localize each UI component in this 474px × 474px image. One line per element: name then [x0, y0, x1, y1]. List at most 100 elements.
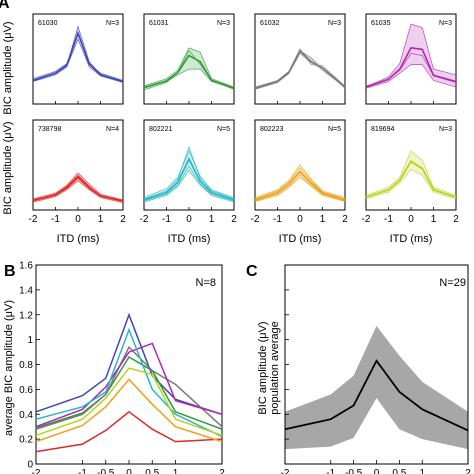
y-tick-label: 0.8	[19, 360, 33, 371]
panel-a: 61030 N=3 61031 N=3 61032 N=3 61035 N=3 738798 N=…	[29, 13, 459, 225]
x-tick-label: -1	[384, 214, 393, 225]
subplot-id: 819694	[371, 126, 394, 133]
subplot-61032: 61032 N=3	[254, 13, 346, 105]
x-tick-label: 1	[419, 468, 425, 474]
subplot-802221: 802221 N=5 -2 -1 0 1 2	[140, 119, 237, 225]
mean-line	[143, 54, 235, 90]
subplot-61030: 61030 N=3	[32, 13, 124, 105]
trace-line-1	[32, 32, 124, 81]
trace-line-4	[143, 165, 235, 202]
x-tick-label: 1	[431, 214, 437, 225]
trace-line-5	[254, 176, 346, 202]
x-tick-label: -2	[29, 214, 38, 225]
x-tick-label: -2	[32, 468, 41, 474]
x-tick-label: -2	[251, 214, 260, 225]
panel-a-xlabel-4: ITD (ms)	[390, 233, 433, 245]
subplot-id: 802221	[149, 126, 172, 133]
series-line-8	[35, 367, 223, 437]
x-tick-label: 0	[186, 214, 192, 225]
x-tick-label: 2	[120, 214, 126, 225]
mean-line	[254, 49, 346, 90]
y-tick-label: 0.2	[19, 435, 33, 446]
x-tick-label: -1	[51, 214, 60, 225]
subplot-802223: 802223 N=5 -2 -1 0 1 2	[251, 119, 348, 225]
panel-b-frame	[35, 264, 223, 465]
subplot-band	[366, 24, 456, 89]
subplot-id: 61031	[149, 20, 169, 27]
subplot-n: N=5	[217, 126, 230, 133]
x-tick-label: -1	[162, 214, 171, 225]
x-tick-label: 2	[453, 214, 459, 225]
series-line-7	[35, 378, 223, 443]
subplot-id: 61035	[371, 20, 391, 27]
x-tick-label: 2	[231, 214, 237, 225]
panel-b: -2 -1 -0.5 0 0.5 1 2 0 0.2 0.4 0.6 0.8 1 1.2 1.4 1.6	[19, 261, 225, 474]
panel-a-xlabel-3: ITD (ms)	[279, 233, 322, 245]
trace-line-4	[254, 164, 346, 198]
panel-c-ylabel-line2: population average	[269, 321, 281, 415]
panel-a-ylabel-top: BIC amplitude (μV)	[2, 21, 14, 114]
confidence-band	[285, 325, 468, 450]
trace-line-5	[143, 170, 235, 203]
subplot-id: 61032	[260, 20, 280, 27]
panel-a-xlabel-2: ITD (ms)	[168, 233, 211, 245]
subplot-819694: 819694 N=3 -2 -1 0 1 2	[362, 119, 459, 225]
trace-line-4	[32, 172, 124, 201]
subplot-frame	[254, 13, 346, 105]
x-tick-label: 0	[75, 214, 81, 225]
x-tick-label: 1	[209, 214, 215, 225]
y-tick-label: 1	[27, 335, 33, 346]
x-tick-label: 0	[408, 214, 414, 225]
mean-line	[254, 170, 346, 201]
trace-line-1	[143, 150, 235, 198]
x-tick-label: 1	[173, 468, 179, 474]
mean-line	[32, 30, 124, 83]
trace-line-1	[254, 167, 346, 200]
x-tick-label: 0	[297, 214, 303, 225]
trace-line-1	[365, 150, 457, 196]
x-tick-label: 0	[126, 468, 132, 474]
x-tick-label: 2	[342, 214, 348, 225]
x-tick-label: 2	[465, 468, 471, 474]
x-tick-label: -1	[273, 214, 282, 225]
x-tick-label: 0.5	[392, 468, 406, 474]
y-tick-label: 0.4	[19, 410, 33, 421]
series-line-2	[35, 355, 223, 430]
x-tick-label: 0.5	[145, 468, 159, 474]
trace-line-3	[365, 64, 457, 89]
panel-c-ylabel-line1: BIC amplitude (μV)	[257, 321, 269, 414]
panel-b-n-label: N=8	[196, 277, 217, 289]
x-tick-label: -0.5	[97, 468, 115, 474]
panel-letter-a: A	[0, 0, 10, 12]
subplot-id: 802223	[260, 126, 283, 133]
x-tick-label: -0.5	[345, 468, 363, 474]
subplot-n: N=3	[217, 20, 230, 27]
y-tick-label: 1.6	[19, 261, 33, 272]
mean-line	[284, 359, 469, 432]
trace-line-3	[32, 180, 124, 204]
subplot-61031: 61031 N=3	[143, 13, 235, 105]
subplot-id: 61030	[38, 20, 58, 27]
trace-line-3	[254, 174, 346, 202]
y-tick-label: 1.2	[19, 310, 33, 321]
subplot-band	[366, 150, 456, 199]
series-line-6	[35, 327, 223, 438]
trace-line-1	[143, 47, 235, 88]
x-tick-label: -2	[140, 214, 149, 225]
subplot-id: 738798	[38, 126, 61, 133]
subplot-n: N=3	[106, 20, 119, 27]
panel-c-n-label: N=29	[439, 277, 466, 289]
panel-a-ylabel-bottom: BIC amplitude (μV)	[2, 121, 14, 214]
mean-line	[365, 159, 457, 198]
series-line-4	[35, 342, 223, 428]
panel-b-ylabel: average BIC amplitude (μV)	[3, 300, 15, 436]
subplot-n: N=5	[328, 126, 341, 133]
x-tick-label: -2	[281, 468, 290, 474]
panel-letter-c: C	[246, 263, 258, 280]
subplot-61035: 61035 N=3	[365, 13, 457, 105]
subplot-738798: 738798 N=4 -2 -1 0 1 2	[29, 119, 126, 225]
x-tick-label: -1	[78, 468, 87, 474]
y-tick-label: 1.4	[19, 285, 33, 296]
panel-letter-b: B	[4, 263, 16, 280]
